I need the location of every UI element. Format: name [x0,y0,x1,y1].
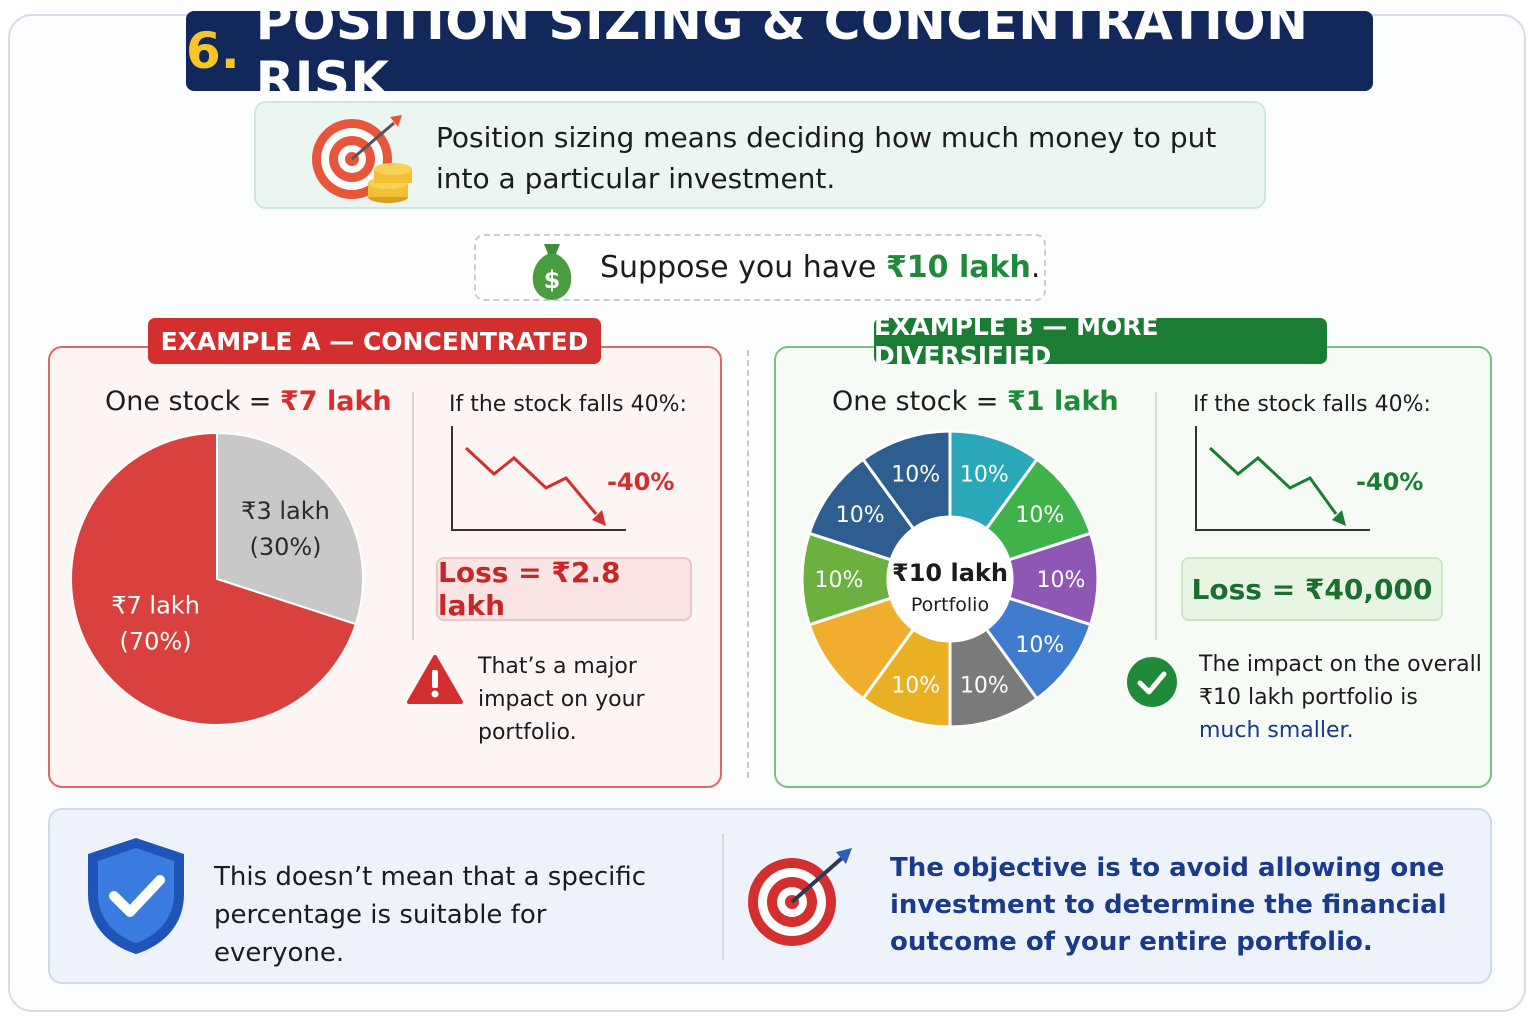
definition-text: Position sizing means deciding how much … [436,121,1217,195]
bottom-divider [722,834,724,960]
page-title: POSITION SIZING & CONCENTRATION RISK [255,0,1309,109]
stock-amount: ₹7 lakh [280,386,392,417]
example-a-drop-pct: -40% [607,468,675,496]
check-circle-icon [1127,657,1177,707]
target-icon [748,848,852,946]
example-b-decline-chart [1195,426,1370,531]
section-number: 6. [186,22,240,80]
stock-prefix: One stock = [832,386,1007,417]
note-line-1: The impact on the overall [1199,652,1482,677]
svg-text:$: $ [544,266,561,294]
example-b-drop-pct: -40% [1356,468,1424,496]
example-b-stock-label: One stock = ₹1 lakh [832,386,1119,417]
stock-amount: ₹1 lakh [1007,386,1119,417]
warning-icon [407,655,463,704]
center-divider [747,350,749,778]
title-bar: 6. POSITION SIZING & CONCENTRATION RISK [186,0,1373,109]
bottom-right-text: The objective is to avoid allowing one i… [890,853,1447,957]
example-a-stock-label: One stock = ₹7 lakh [105,386,392,417]
money-bag-icon: $ [532,244,572,300]
suppose-prefix: Suppose you have [600,250,886,285]
note-line-3: much smaller. [1199,718,1354,743]
stock-prefix: One stock = [105,386,280,417]
example-a-inner-divider [412,392,414,640]
definition-box: Position sizing means deciding how much … [254,101,1266,209]
suppose-suffix: . [1030,250,1041,285]
example-a-tag: EXAMPLE A — CONCENTRATED [148,318,601,364]
example-b-falls-text: If the stock falls 40%: [1193,392,1431,417]
suppose-text: Suppose you have ₹10 lakh. [600,250,1040,285]
example-b-tag: EXAMPLE B — MORE DIVERSIFIED [874,312,1327,370]
shield-check-icon [88,838,184,954]
note-line-2: ₹10 lakh portfolio is [1199,685,1418,710]
suppose-box: $ Suppose you have ₹10 lakh. [474,234,1046,301]
bottom-left-text: This doesn’t mean that a specific percen… [214,862,647,968]
example-b-note: The impact on the overall ₹10 lakh portf… [1199,648,1489,747]
example-a-loss: Loss = ₹2.8 lakh [436,556,692,622]
example-a-falls-text: If the stock falls 40%: [449,392,687,417]
target-coins-icon [312,115,412,203]
example-a-decline-chart [451,426,626,531]
example-a-note: That’s a major impact on your portfolio. [478,654,645,745]
example-b-loss: Loss = ₹40,000 [1181,557,1443,621]
example-b-inner-divider [1155,392,1157,640]
bottom-box: This doesn’t mean that a specific percen… [48,808,1492,984]
suppose-amount: ₹10 lakh [885,250,1031,285]
